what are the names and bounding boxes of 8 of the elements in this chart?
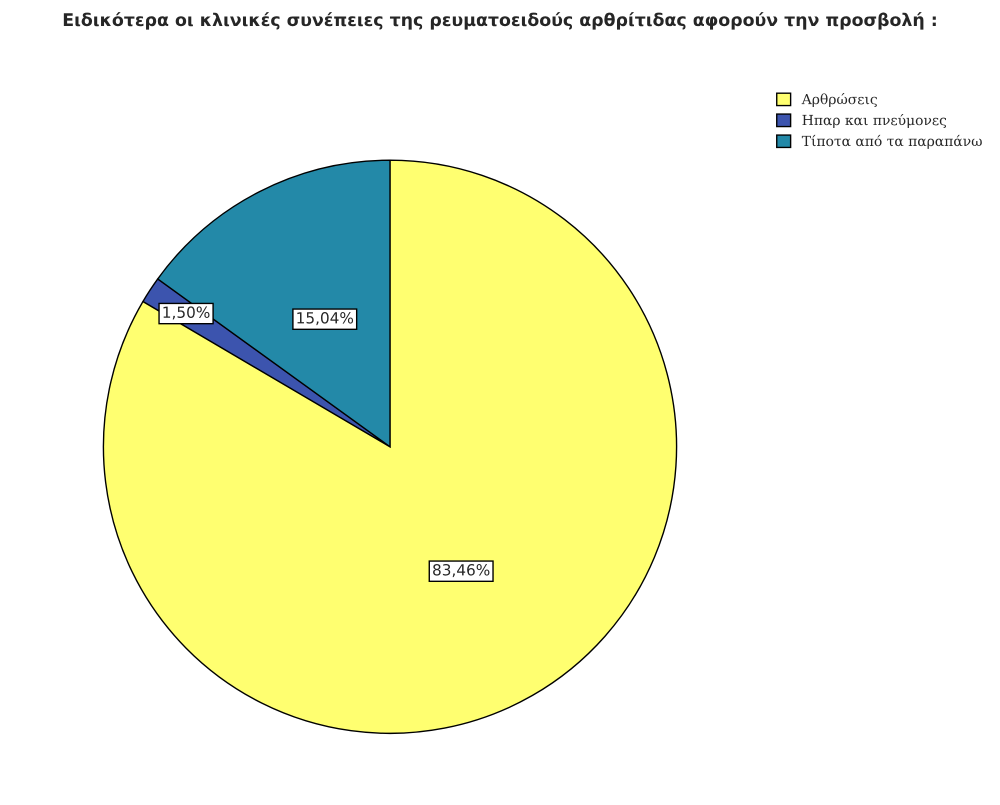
data-label: 1,50% bbox=[163, 306, 210, 320]
chart-title: Ειδικότερα οι κλινικές συνέπειες της ρευματοειδούς αρθρίτιδας αφορούν την προσβολή : bbox=[64, 12, 936, 30]
data-label: 83,46% bbox=[433, 564, 490, 578]
legend-label: Αρθρώσεις bbox=[802, 93, 877, 108]
pie-slice bbox=[102, 160, 678, 734]
data-label: 15,04% bbox=[297, 312, 354, 326]
legend-label: Τίποτα από τα παραπάνω bbox=[802, 134, 982, 149]
legend-label: Ηπαρ και πνεύμονες bbox=[802, 114, 946, 128]
